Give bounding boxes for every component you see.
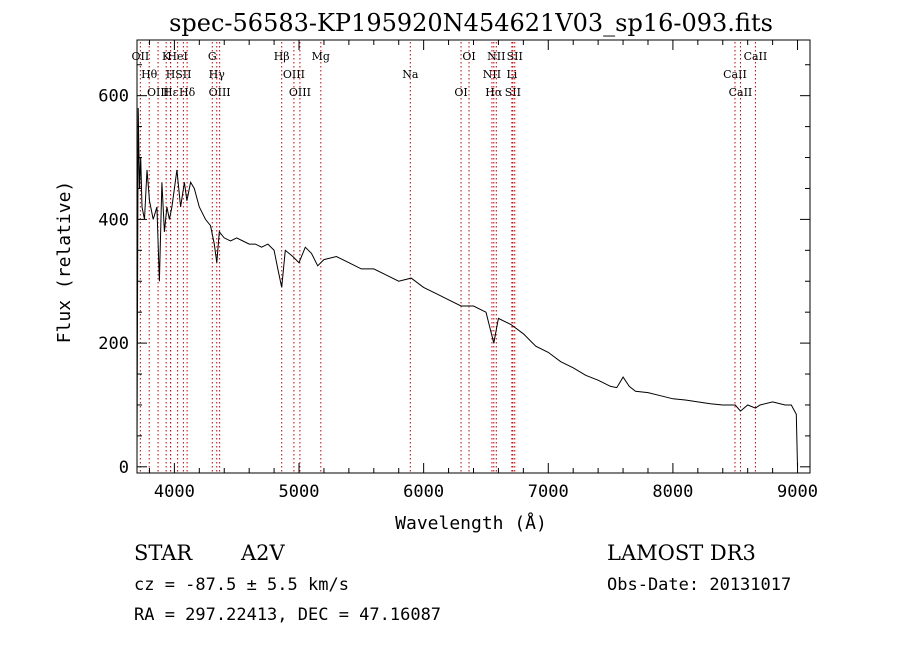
line-marker-label: OIII (289, 86, 311, 99)
line-marker-layer: OIIHθOIIIKHHεHeISIIHδGHγOIIIHβOIIIOIIIMg… (132, 42, 768, 473)
line-marker-label: Hδ (179, 86, 196, 99)
y-axis: 0 200 400 600 (98, 64, 810, 478)
line-marker-label: OIII (283, 68, 305, 81)
line-marker-label: NII (487, 50, 505, 63)
line-marker-label: K (162, 50, 171, 63)
line-marker-label: SII (175, 68, 191, 81)
coordinates: RA = 297.22413, DEC = 47.16087 (134, 605, 441, 625)
line-marker-label: OI (462, 50, 475, 63)
line-marker-label: Hα (485, 86, 503, 99)
spectral-subclass: A2V (240, 541, 286, 565)
y-tick-label: 600 (98, 87, 129, 107)
line-marker-label: OIII (209, 86, 231, 99)
x-tick-label: 6000 (403, 482, 444, 502)
line-marker-label: SII (505, 86, 521, 99)
line-marker-label: HeI (167, 50, 187, 63)
line-marker-label: OII (132, 50, 150, 63)
chart-title: spec-56583-KP195920N454621V03_sp16-093.f… (169, 9, 773, 37)
line-marker-label: Na (402, 68, 419, 81)
line-marker-label: Mg (312, 50, 330, 63)
line-marker-label: OIII (147, 86, 169, 99)
y-tick-label: 400 (98, 210, 129, 230)
y-tick-label: 0 (119, 458, 129, 478)
line-marker-label: G (208, 50, 217, 63)
line-marker-label: NII (483, 68, 501, 81)
x-axis: 4000 5000 6000 7000 8000 9000 (148, 40, 818, 502)
x-axis-label: Wavelength (Å) (395, 512, 547, 534)
x-tick-label: 7000 (528, 482, 569, 502)
observation-date: Obs-Date: 20131017 (607, 575, 791, 595)
y-axis-label: Flux (relative) (54, 181, 75, 344)
series-layer (136, 107, 798, 467)
line-marker-label: Li (506, 68, 517, 81)
line-marker-label: Hθ (141, 68, 158, 81)
y-tick-label: 200 (98, 334, 129, 354)
redshift-velocity: cz = -87.5 ± 5.5 km/s (134, 575, 349, 595)
line-marker-label: SII (507, 50, 523, 63)
survey-name: LAMOST DR3 (607, 541, 756, 565)
line-marker-label: CaII (729, 86, 753, 99)
line-marker-label: Hβ (274, 50, 290, 63)
line-marker-label: CaII (744, 50, 768, 63)
plot-frame (136, 39, 811, 474)
x-tick-label: 5000 (279, 482, 320, 502)
line-marker-label: OI (454, 86, 467, 99)
object-class: STAR (134, 541, 193, 565)
line-marker-label: CaII (723, 68, 747, 81)
line-marker-label: Hγ (209, 68, 226, 81)
spectrum-line (136, 107, 798, 467)
x-tick-label: 9000 (777, 482, 818, 502)
x-tick-label: 4000 (154, 482, 195, 502)
x-tick-label: 8000 (652, 482, 693, 502)
line-marker-label: Hε (163, 86, 179, 99)
